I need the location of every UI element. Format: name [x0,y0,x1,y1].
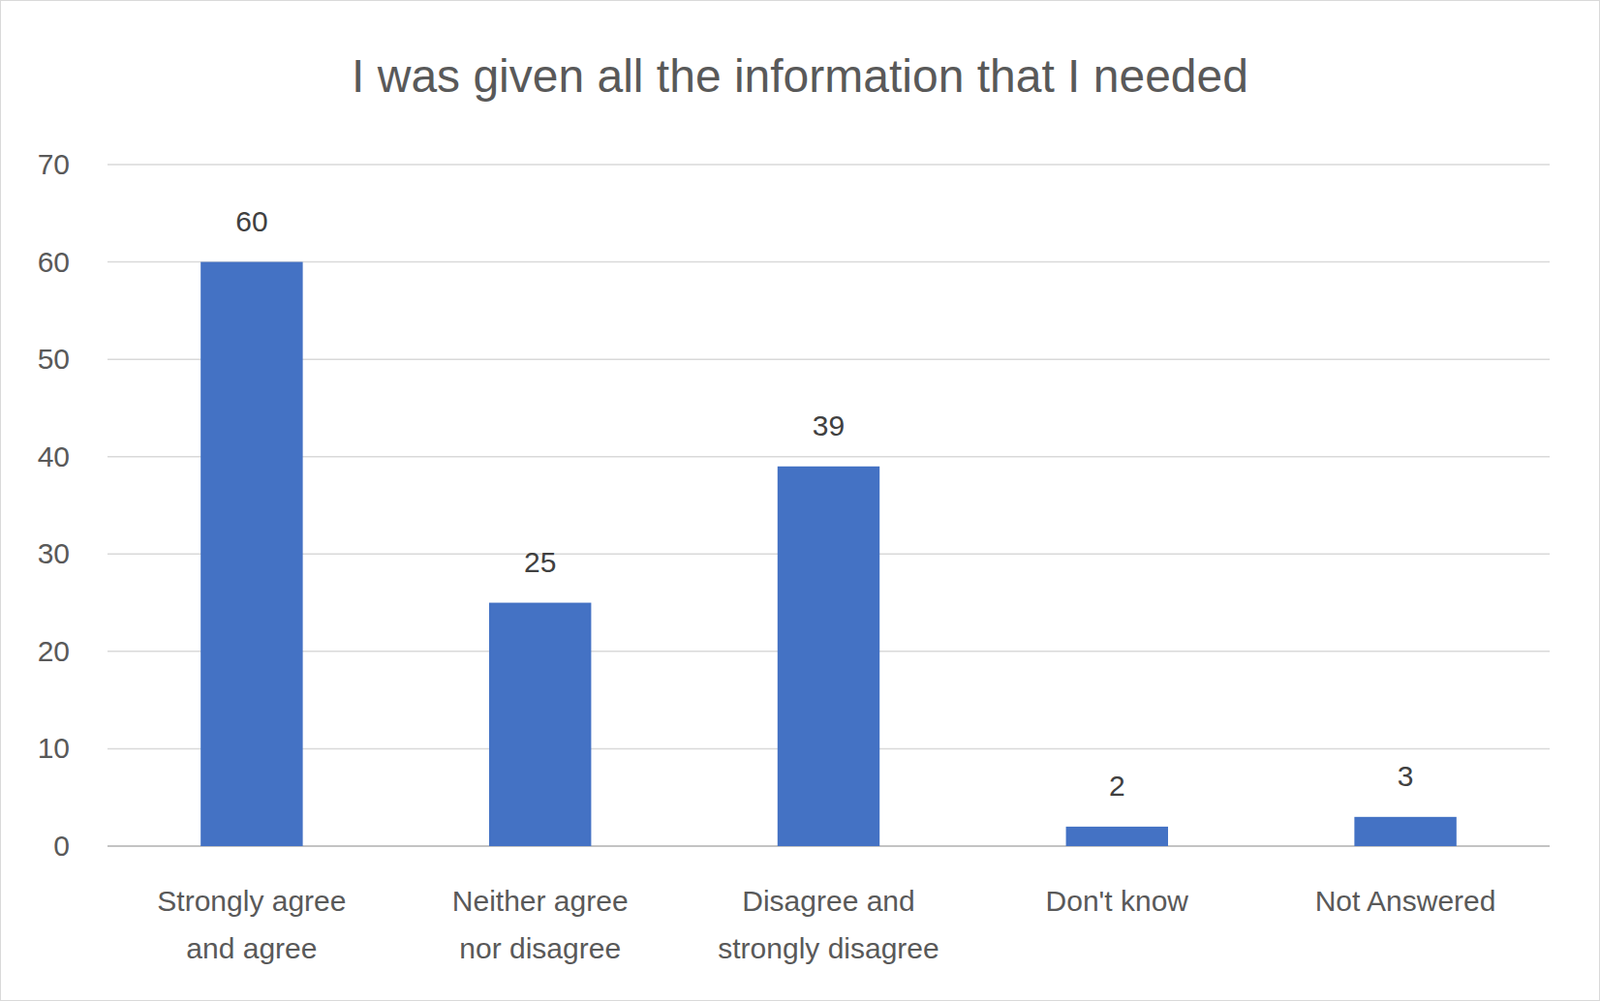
x-tick-label-line: Neither agree [452,885,629,918]
x-tick-label: Not Answered [1315,885,1497,918]
bars [200,262,1457,847]
y-tick-label: 50 [37,342,70,375]
data-label: 2 [1108,769,1126,802]
title: I was given all the information that I n… [351,50,1249,102]
data-label: 25 [523,546,556,579]
x-tick-label-line: nor disagree [459,932,621,965]
data-label: 60 [235,205,268,238]
x-tick-label: Disagree and strongly disagree [717,885,939,965]
chart-frame [0,0,1600,1001]
x-tick-label: Neither agree nor disagree [452,885,629,965]
x-tick-label-line: Don't know [1046,885,1190,918]
bar [489,603,591,847]
y-tick-label: 20 [37,635,70,668]
x-tick-label: Strongly agree and agree [156,885,346,965]
y-tick-label: 10 [37,732,70,765]
bar [1066,827,1169,847]
x-tick-label-line: Disagree and [741,885,915,918]
bar [777,466,880,847]
y-tick-label: 70 [37,148,70,181]
grid-line [107,358,1550,361]
y-tick-label: 0 [53,830,70,862]
grid-line [107,163,1550,166]
bar [200,262,303,847]
x-tick-label-line: and agree [185,932,317,965]
x-tick-label-line: strongly disagree [717,932,939,965]
x-tick-label-line: Not Answered [1315,885,1497,918]
x-tick-label-line: Strongly agree [156,885,346,918]
y-tick-label: 60 [37,246,70,278]
bar [1353,817,1456,847]
grid-line [107,456,1550,459]
data-label: 3 [1397,760,1415,793]
y-tick-label: 40 [37,440,70,473]
y-tick-label: 30 [37,537,70,570]
x-tick-label: Don't know [1046,885,1190,918]
chart: I was given all the information that I n… [0,0,1600,1001]
data-label: 39 [812,409,845,442]
grid-line [107,261,1550,264]
